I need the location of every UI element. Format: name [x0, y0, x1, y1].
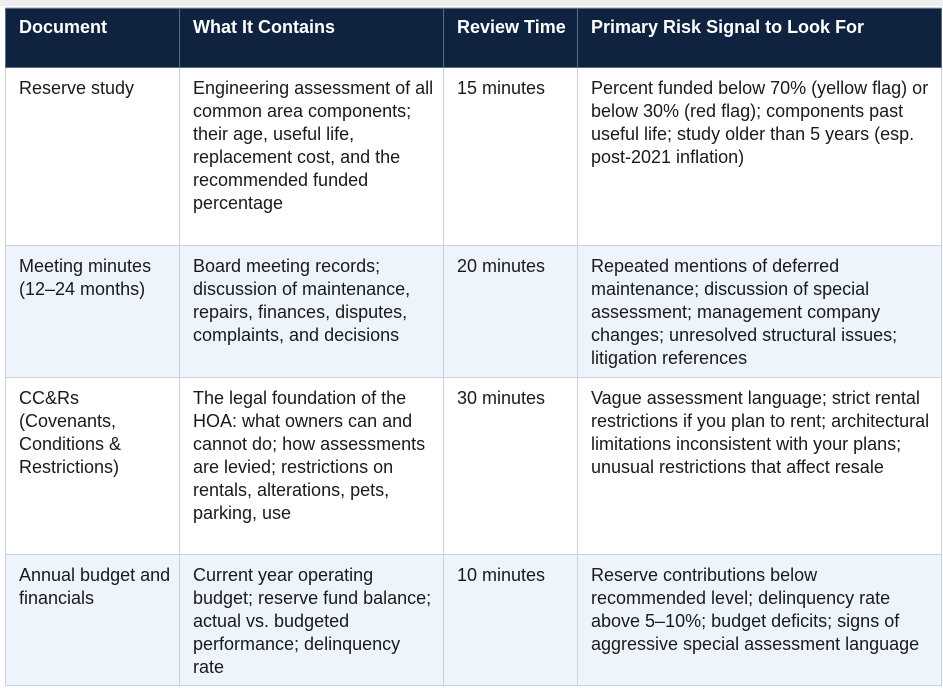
header-cell: Document [5, 8, 180, 68]
table-cell: Repeated mentions of deferred maintenanc… [577, 245, 942, 378]
table-cell: The legal foundation of the HOA: what ow… [179, 377, 444, 555]
table-cell: CC&Rs (Covenants, Conditions & Restricti… [5, 377, 180, 555]
table-cell: Engineering assessment of all common are… [179, 67, 444, 246]
table: Document What It Contains Review Time Prima… [5, 8, 942, 686]
table-cell: Meeting minutes (12–24 months) [5, 245, 180, 378]
header-cell: Review Time [443, 8, 578, 68]
table-row: Meeting minutes (12–24 months) Board meet… [5, 245, 942, 378]
table-cell: Annual budget and financials [5, 554, 180, 686]
top-strip [0, 0, 943, 6]
table-wrap: Document What It Contains Review Time Prima… [5, 7, 942, 686]
table-cell: Percent funded below 70% (yellow flag) o… [577, 67, 942, 246]
table-cell: Vague assessment language; strict rental… [577, 377, 942, 555]
table-cell: 30 minutes [443, 377, 578, 555]
table-cell: Reserve study [5, 67, 180, 246]
header-row: Document What It Contains Review Time Prima… [5, 8, 942, 68]
table-cell: 15 minutes [443, 67, 578, 246]
table-row: Reserve study Engineering assessment of a… [5, 67, 942, 246]
header-cell: What It Contains [179, 8, 444, 68]
table-cell: Current year operating budget; reserve f… [179, 554, 444, 686]
table-row: CC&Rs (Covenants, Conditions & Restricti… [5, 377, 942, 555]
table-cell: Reserve contributions below recommended … [577, 554, 942, 686]
header-cell: Primary Risk Signal to Look For [577, 8, 942, 68]
table-cell: Board meeting records; discussion of mai… [179, 245, 444, 378]
table-cell: 10 minutes [443, 554, 578, 686]
table-cell: 20 minutes [443, 245, 578, 378]
table-row: Annual budget and financials Current year… [5, 554, 942, 686]
